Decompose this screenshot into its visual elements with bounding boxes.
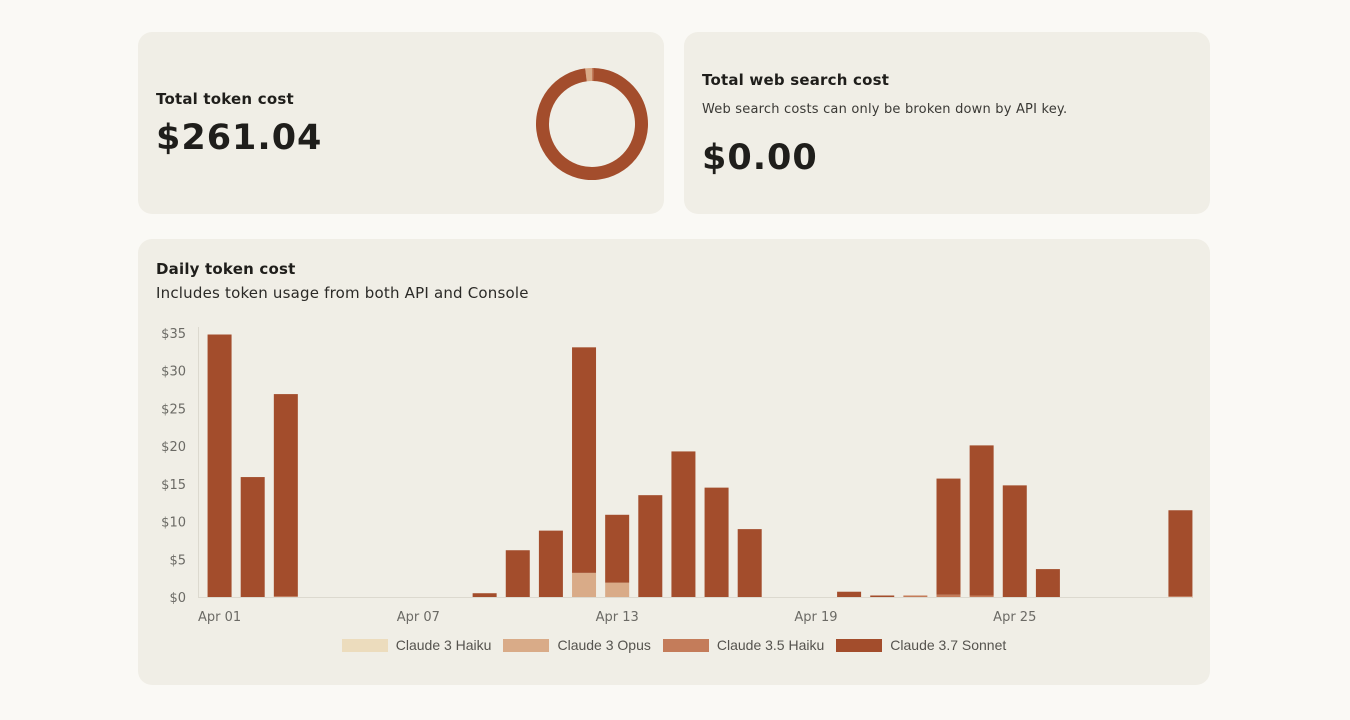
total-token-cost-card: Total token cost $261.04 <box>138 32 664 214</box>
daily-token-cost-card: Daily token cost Includes token usage fr… <box>138 239 1210 685</box>
x-tick-label: Apr 19 <box>794 610 837 625</box>
bar-claude-3-7-sonnet-apr-24[interactable] <box>969 445 994 596</box>
bar-claude-3-7-sonnet-apr-25[interactable] <box>1002 485 1027 597</box>
legend-item-claude-3-7-sonnet[interactable]: Claude 3.7 Sonnet <box>836 637 1006 653</box>
bar-claude-3-7-sonnet-apr-01[interactable] <box>207 334 232 597</box>
bar-claude-3-7-sonnet-apr-03[interactable] <box>273 394 298 597</box>
bar-claude-3-7-sonnet-apr-20[interactable] <box>837 591 862 597</box>
bar-claude-3-7-sonnet-apr-09[interactable] <box>472 593 497 597</box>
bar-claude-3-7-sonnet-apr-16[interactable] <box>704 487 729 597</box>
bar-claude-3-7-sonnet-apr-26[interactable] <box>1035 569 1060 597</box>
legend-label: Claude 3.7 Sonnet <box>890 637 1007 653</box>
token-cost-donut-chart[interactable] <box>534 66 650 182</box>
bar-claude-3-7-sonnet-apr-15[interactable] <box>671 451 696 597</box>
y-tick-label: $35 <box>161 327 186 342</box>
bar-claude-3-5-haiku-apr-30[interactable] <box>1168 596 1193 598</box>
bar-claude-3-opus-apr-13[interactable] <box>605 582 630 597</box>
legend-swatch <box>503 638 550 652</box>
chart-legend: Claude 3 Haiku Claude 3 Opus Claude 3.5 Ha… <box>138 637 1210 653</box>
bar-claude-3-7-sonnet-apr-13[interactable] <box>605 514 630 583</box>
bar-claude-3-7-sonnet-apr-17[interactable] <box>737 529 762 597</box>
web-search-cost-title: Total web search cost <box>702 71 890 89</box>
legend-swatch <box>836 638 883 652</box>
bar-claude-3-7-sonnet-apr-30[interactable] <box>1168 510 1193 597</box>
legend-item-claude-3-5-haiku[interactable]: Claude 3.5 Haiku <box>662 637 825 653</box>
legend-label: Claude 3 Opus <box>557 637 651 653</box>
token-cost-value: $261.04 <box>156 118 323 158</box>
y-tick-label: $25 <box>161 402 186 417</box>
daily-cost-subtitle: Includes token usage from both API and C… <box>156 284 529 302</box>
token-cost-title: Total token cost <box>156 90 294 108</box>
bar-claude-3-7-sonnet-apr-11[interactable] <box>538 530 563 597</box>
bar-claude-3-5-haiku-apr-22[interactable] <box>903 595 928 597</box>
bar-claude-3-7-sonnet-apr-14[interactable] <box>638 495 663 597</box>
daily-cost-title: Daily token cost <box>156 260 296 278</box>
bar-claude-3-7-sonnet-apr-10[interactable] <box>505 550 530 597</box>
donut-slice-claude-3-7-sonnet[interactable] <box>536 68 648 180</box>
bar-claude-3-7-sonnet-apr-02[interactable] <box>240 477 265 597</box>
legend-label: Claude 3.5 Haiku <box>716 637 825 653</box>
bar-claude-3-5-haiku-apr-23[interactable] <box>936 594 961 597</box>
x-tick-label: Apr 13 <box>596 610 639 625</box>
x-tick-label: Apr 01 <box>198 610 241 625</box>
legend-label: Claude 3 Haiku <box>395 637 492 653</box>
total-web-search-cost-card: Total web search cost Web search costs c… <box>684 32 1210 214</box>
legend-item-claude-3-haiku[interactable]: Claude 3 Haiku <box>341 637 492 653</box>
web-search-cost-subtitle: Web search costs can only be broken down… <box>702 102 1068 117</box>
y-tick-label: $0 <box>169 591 186 606</box>
bar-claude-3-opus-apr-12[interactable] <box>572 572 597 597</box>
legend-item-claude-3-opus[interactable]: Claude 3 Opus <box>503 637 651 653</box>
y-tick-label: $10 <box>161 516 186 531</box>
bar-claude-3-7-sonnet-apr-21[interactable] <box>870 595 895 597</box>
bar-claude-3-7-sonnet-apr-23[interactable] <box>936 478 961 595</box>
y-tick-label: $15 <box>161 478 186 493</box>
bar-claude-3-5-haiku-apr-24[interactable] <box>969 595 994 597</box>
x-tick-label: Apr 07 <box>397 610 440 625</box>
legend-swatch <box>341 638 388 652</box>
web-search-cost-value: $0.00 <box>702 138 818 178</box>
bar-claude-3-5-haiku-apr-03[interactable] <box>273 596 298 598</box>
y-tick-label: $30 <box>161 365 186 380</box>
bar-claude-3-7-sonnet-apr-12[interactable] <box>572 347 597 573</box>
y-tick-label: $20 <box>161 440 186 455</box>
x-tick-label: Apr 25 <box>993 610 1036 625</box>
legend-swatch <box>662 638 709 652</box>
y-tick-label: $5 <box>169 553 186 568</box>
daily-cost-bar-chart: $0 $5 $10 $15 $20 $25 $30 $35 Apr 01 Apr 07 Apr 13… <box>161 327 1193 625</box>
